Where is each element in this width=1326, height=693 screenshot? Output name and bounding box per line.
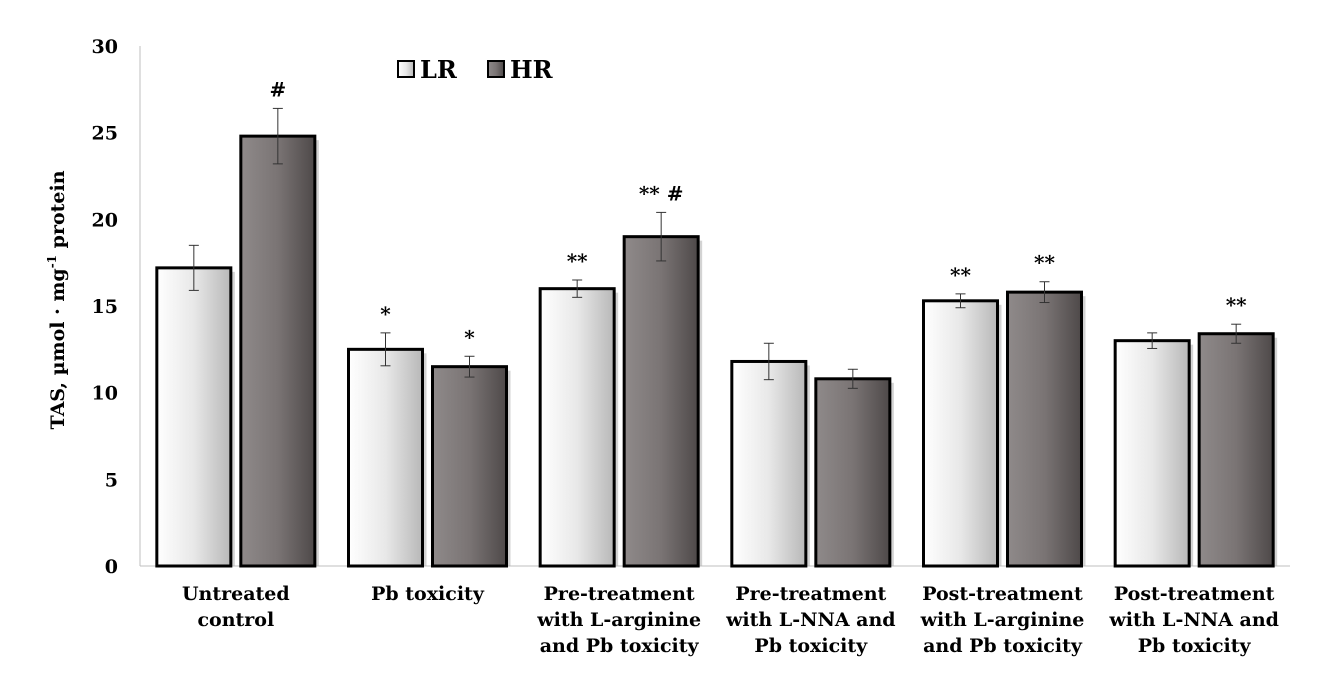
significance-marker: * bbox=[380, 302, 391, 326]
bar-hr bbox=[622, 235, 700, 568]
bar-lr bbox=[155, 266, 233, 568]
bar-lr bbox=[1113, 339, 1191, 568]
category-label: Pre-treatment with L-NNA and Pb toxicity bbox=[725, 583, 896, 657]
bar-lr bbox=[730, 359, 808, 568]
bar-lr bbox=[538, 287, 616, 568]
significance-marker: ** bbox=[1034, 251, 1055, 275]
category-label: Post-treatment with L-NNA and Pb toxicity bbox=[1108, 583, 1279, 657]
significance-marker: ** bbox=[950, 263, 971, 287]
category-label: Pre-treatment with L-arginine and Pb toxic… bbox=[536, 583, 701, 657]
legend-label-hr: HR bbox=[510, 55, 554, 84]
y-tick-label: 25 bbox=[92, 123, 118, 145]
significance-marker: ** bbox=[1226, 293, 1247, 317]
y-axis-label: TAS, µmol · mg-1 protein bbox=[45, 170, 69, 429]
y-axis-label-superscript: -1 bbox=[45, 255, 59, 268]
y-tick-label: 20 bbox=[92, 209, 118, 231]
y-tick-label: 30 bbox=[92, 36, 118, 58]
significance-annotations: #****** #****** bbox=[269, 77, 1247, 349]
category-label: Untreated control bbox=[182, 583, 290, 631]
bars bbox=[155, 134, 1278, 568]
y-axis-label-suffix: protein bbox=[47, 170, 69, 255]
legend-label-lr: LR bbox=[420, 55, 458, 84]
bar-hr bbox=[1197, 332, 1275, 568]
x-tick-labels: Untreated control Pb toxicity Pre-treatment… bbox=[182, 583, 1279, 657]
category-label: Post-treatment with L-arginine and Pb toxi… bbox=[920, 583, 1085, 657]
significance-marker: * bbox=[464, 325, 475, 349]
legend-swatch-lr bbox=[397, 60, 415, 78]
bar-hr bbox=[431, 365, 508, 568]
bar-hr bbox=[1006, 290, 1083, 568]
y-tick-labels: 0 5 10 15 20 25 30 bbox=[92, 36, 118, 578]
significance-marker: ** bbox=[567, 249, 588, 273]
y-tick-label: 10 bbox=[92, 383, 118, 405]
category-label: Pb toxicity bbox=[371, 583, 485, 605]
significance-marker: # bbox=[269, 77, 286, 101]
significance-marker: ** # bbox=[639, 181, 684, 205]
y-tick-label: 0 bbox=[105, 556, 118, 578]
y-tick-label: 15 bbox=[92, 296, 118, 318]
legend: LR HR bbox=[397, 55, 554, 84]
y-axis-label-main: TAS, µmol · mg bbox=[47, 268, 69, 429]
error-bars bbox=[188, 107, 1242, 389]
bar-lr bbox=[347, 347, 424, 568]
bar-hr bbox=[814, 377, 892, 568]
legend-swatch-hr bbox=[487, 60, 505, 78]
y-tick-label: 5 bbox=[105, 469, 118, 491]
bar-lr bbox=[922, 299, 999, 568]
bar-hr bbox=[239, 134, 317, 568]
